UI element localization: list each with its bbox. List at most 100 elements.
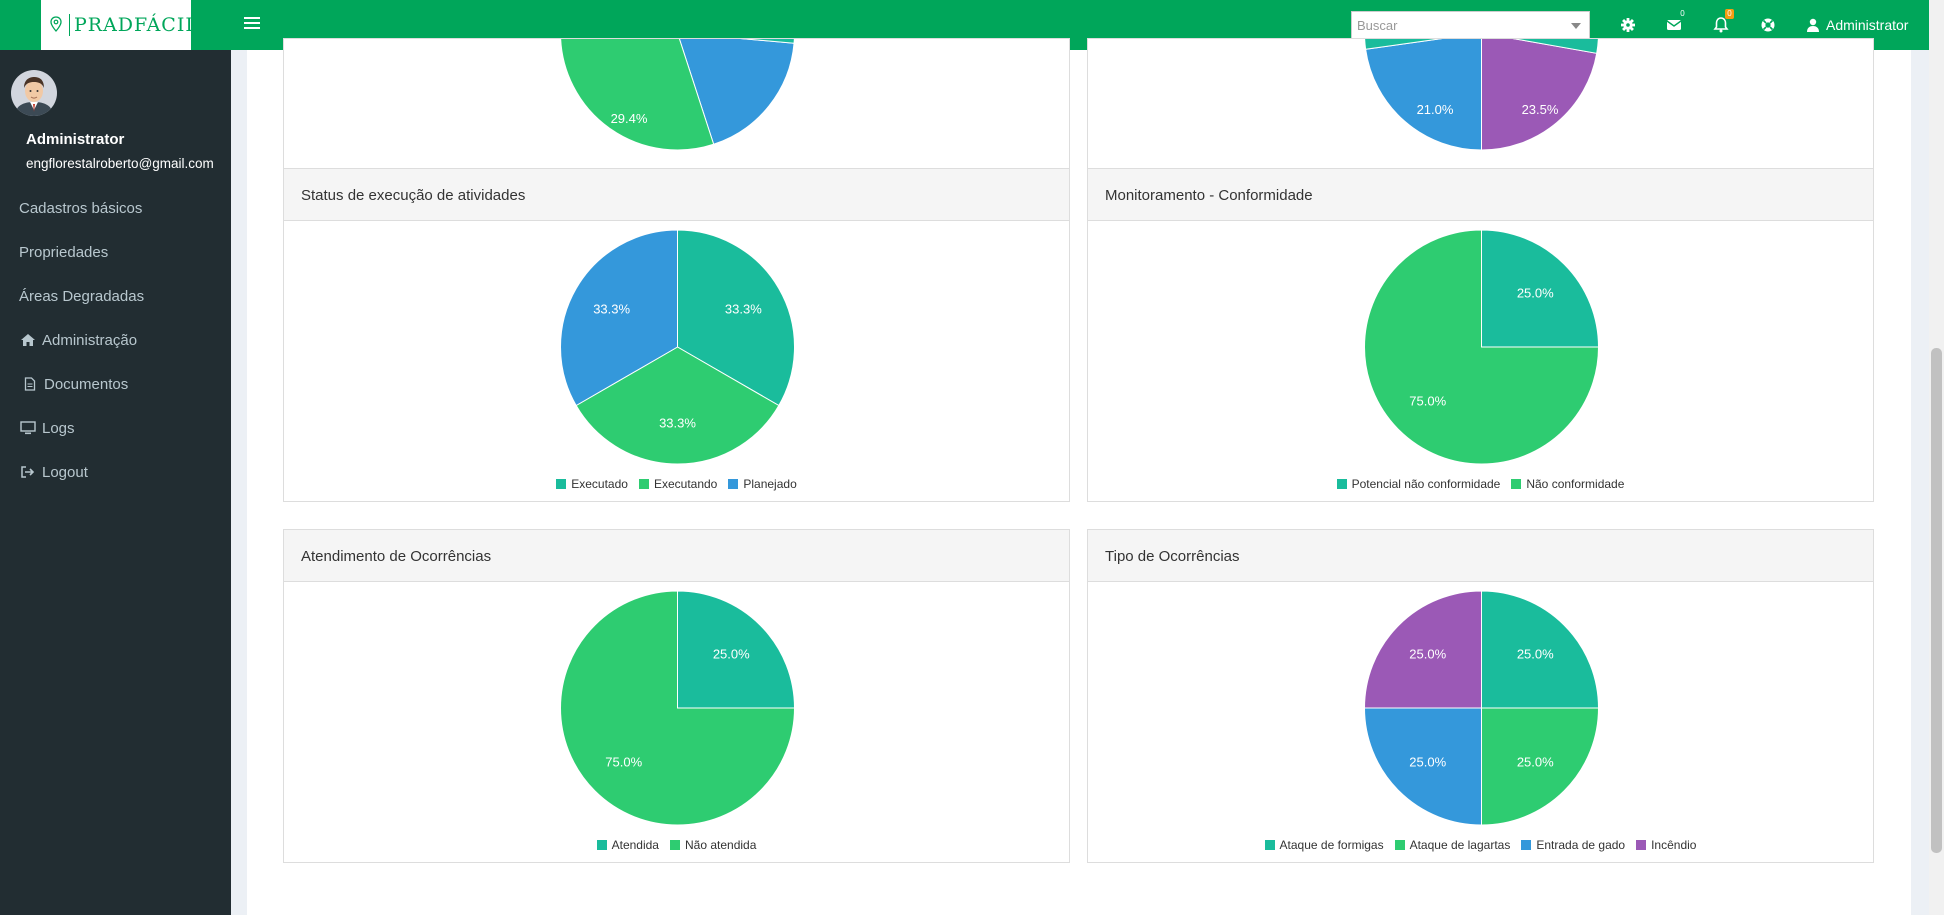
document-icon — [22, 376, 38, 392]
legend-label: Entrada de gado — [1536, 838, 1626, 852]
messages-button[interactable]: 0 — [1663, 9, 1685, 36]
panel-header: Atendimento de Ocorrências — [284, 530, 1069, 582]
pie-slice-label: 33.3% — [593, 301, 630, 316]
pie-chart-1: 29.4% — [560, 39, 795, 151]
legend-label: Ataque de lagartas — [1409, 838, 1511, 852]
pie-slice-atendida[interactable] — [677, 590, 796, 709]
sidebar-item-label: Áreas Degradadas — [19, 287, 145, 305]
legend-item-nao-conformidade[interactable]: Não conformidade — [1511, 477, 1624, 491]
pie-slice-ataque-de-lagartas[interactable] — [1481, 707, 1600, 826]
pie-slice-ataque-de-formigas[interactable] — [1481, 590, 1600, 709]
legend-label: Não conformidade — [1526, 477, 1625, 491]
sidebar-toggle-button[interactable] — [244, 14, 260, 34]
legend-item-executado[interactable]: Executado — [556, 477, 628, 491]
legend-swatch — [669, 840, 680, 850]
sidebar-item-administracao[interactable]: Administração — [0, 320, 231, 360]
pie-slice-label: 21.0% — [1417, 102, 1454, 117]
legend-item-entrada-de-gado[interactable]: Entrada de gado — [1521, 838, 1625, 852]
user-menu[interactable]: Administrator — [1806, 15, 1908, 35]
settings-button[interactable] — [1617, 14, 1639, 36]
sidebar-item-label: Logout — [42, 463, 88, 481]
search-select[interactable] — [1351, 11, 1590, 40]
chart-panel-status-execucao: Status de execução de atividades 33.3% 33… — [283, 168, 1070, 502]
pie-slice-nao-atendida[interactable] — [560, 590, 796, 826]
pie-slice-mudas[interactable] — [1364, 39, 1599, 54]
pie-chart-5: 25.0% 75.0% — [560, 590, 796, 826]
pie-slice-planejado[interactable] — [560, 229, 678, 407]
sidebar-user-name: Administrator — [26, 131, 125, 148]
panel-header: Status de execução de atividades — [284, 169, 1069, 221]
envelope-icon — [1666, 20, 1682, 30]
legend-item-atendida[interactable]: Atendida — [596, 838, 659, 852]
monitor-icon — [20, 420, 36, 436]
legend-item-planejado[interactable]: Planejado — [728, 477, 797, 491]
pie-slice-controle-de-erosao[interactable] — [560, 39, 715, 151]
sign-out-icon — [20, 464, 36, 480]
search-input[interactable] — [1352, 12, 1552, 39]
legend-swatch — [1336, 479, 1347, 489]
legend-label: Planejado — [743, 477, 797, 491]
chart-panel-monitoramento: Monitoramento - Conformidade 25.0% 75.0% … — [1087, 168, 1874, 502]
brand-logo[interactable]: PRADFÁCIL — [41, 0, 198, 50]
hamburger-icon — [244, 17, 260, 19]
pie-slice-incendio[interactable] — [1363, 590, 1482, 709]
pie-slice-arame-liso[interactable] — [1481, 39, 1598, 151]
sidebar-item-areas-degradadas[interactable]: Áreas Degradadas — [0, 276, 231, 316]
life-ring-icon — [1761, 18, 1775, 32]
legend-item-potencial-nao-conformidade[interactable]: Potencial não conformidade — [1336, 477, 1500, 491]
notifications-button[interactable]: 0 — [1710, 9, 1734, 36]
legend-label: Atendida — [611, 838, 659, 852]
pie-slice-adubacao-npk-10-10-10[interactable] — [561, 39, 795, 44]
sidebar-item-label: Documentos — [44, 375, 129, 393]
panel-title: Tipo de Ocorrências — [1105, 548, 1240, 565]
legend-label: Incêndio — [1651, 838, 1697, 852]
legend-swatch — [1521, 840, 1532, 850]
legend-item-nao-atendida[interactable]: Não atendida — [669, 838, 756, 852]
pie-slice-homem-dia[interactable] — [1365, 39, 1482, 151]
bell-icon — [1713, 17, 1729, 33]
pie-slice-executado[interactable] — [677, 229, 795, 407]
help-button[interactable] — [1757, 14, 1779, 36]
pie-slice-label: 33.3% — [659, 416, 696, 431]
page-scrollbar[interactable] — [1929, 0, 1944, 915]
legend-item-ataque-de-formigas[interactable]: Ataque de formigas — [1264, 838, 1384, 852]
notifications-count-badge: 0 — [1725, 9, 1734, 19]
panel-header: Tipo de Ocorrências — [1088, 530, 1873, 582]
dashboard-area: 29.4% Adubação NPK - 10-10-10Controle de… — [247, 38, 1911, 915]
pie-slice-cercamento-arame-liso[interactable] — [678, 39, 795, 145]
gear-icon — [1621, 18, 1635, 32]
legend-swatch — [556, 479, 567, 489]
legend-swatch — [638, 479, 649, 489]
sidebar-item-propriedades[interactable]: Propriedades — [0, 232, 231, 272]
panel-title: Status de execução de atividades — [301, 187, 526, 204]
sidebar-item-logout[interactable]: Logout — [0, 452, 231, 492]
pie-slice-label: 25.0% — [1517, 647, 1554, 662]
pie-slice-label: 25.0% — [1517, 286, 1554, 301]
user-menu-label: Administrator — [1826, 17, 1909, 33]
legend-swatch — [1264, 840, 1275, 850]
pie-slice-entrada-de-gado[interactable] — [1363, 707, 1482, 826]
sidebar-item-logs[interactable]: Logs — [0, 408, 231, 448]
legend-item-executando[interactable]: Executando — [638, 477, 718, 491]
legend-label: Executando — [653, 477, 718, 491]
sidebar-item-label: Administração — [42, 331, 138, 349]
pie-slice-potencial-nao-conformidade[interactable] — [1481, 229, 1600, 348]
chart-legend-4: Potencial não conformidade Não conformida… — [1088, 477, 1873, 491]
legend-label: Ataque de formigas — [1279, 838, 1384, 852]
pie-slice-label: 25.0% — [1517, 754, 1554, 769]
sidebar-item-cadastros-basicos[interactable]: Cadastros básicos — [0, 188, 231, 228]
legend-item-ataque-de-lagartas[interactable]: Ataque de lagartas — [1394, 838, 1511, 852]
chart-legend-5: Atendida Não atendida — [284, 838, 1069, 852]
pie-chart-2: 21.0% 23.5% — [1364, 39, 1599, 151]
legend-item-incendio[interactable]: Incêndio — [1636, 838, 1696, 852]
sidebar-item-documentos[interactable]: Documentos — [0, 364, 231, 404]
panel-header: Monitoramento - Conformidade — [1088, 169, 1873, 221]
home-icon — [20, 332, 36, 348]
avatar[interactable] — [11, 70, 57, 116]
scrollbar-thumb[interactable] — [1931, 348, 1942, 853]
sidebar-item-label: Cadastros básicos — [19, 199, 143, 217]
chart-panel-atendimento: Atendimento de Ocorrências 25.0% 75.0% At… — [283, 529, 1070, 863]
pie-slice-nao-conformidade[interactable] — [1364, 229, 1600, 465]
user-icon — [1807, 18, 1819, 32]
pie-slice-label: 25.0% — [713, 647, 750, 662]
